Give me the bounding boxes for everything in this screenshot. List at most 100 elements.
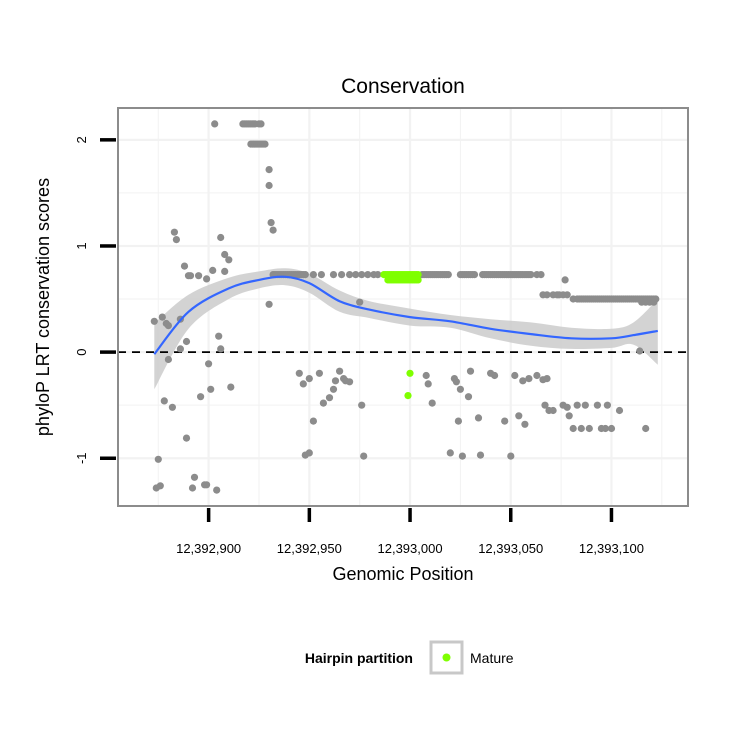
data-point xyxy=(225,256,233,264)
data-point xyxy=(603,401,612,409)
data-point xyxy=(527,271,535,279)
data-point xyxy=(301,271,309,279)
data-point xyxy=(521,420,529,428)
data-point xyxy=(636,347,644,355)
data-point xyxy=(261,140,269,148)
data-point xyxy=(470,271,479,279)
data-point xyxy=(525,375,533,383)
data-point xyxy=(197,393,205,401)
data-point xyxy=(176,345,184,353)
data-point xyxy=(309,271,317,279)
data-point xyxy=(265,181,273,190)
legend-key-mature-dot xyxy=(442,653,451,662)
data-point xyxy=(474,414,483,422)
data-point xyxy=(585,424,593,433)
data-point xyxy=(188,484,197,492)
data-point xyxy=(158,313,166,321)
data-point xyxy=(267,219,275,227)
data-point xyxy=(543,291,551,299)
data-point xyxy=(150,317,158,325)
y-tick-label: 1 xyxy=(74,242,89,249)
data-point xyxy=(466,367,475,375)
mature-point xyxy=(414,276,422,284)
data-point xyxy=(221,267,229,275)
data-point xyxy=(356,298,364,306)
data-point xyxy=(561,276,569,284)
data-point xyxy=(346,271,354,279)
plot-panel xyxy=(117,107,689,507)
data-point xyxy=(549,406,557,415)
data-point xyxy=(593,401,602,409)
x-tick-label: 12,392,950 xyxy=(277,541,342,556)
data-point xyxy=(217,345,225,353)
x-tick-label: 12,393,050 xyxy=(478,541,543,556)
y-tick-label: 0 xyxy=(74,348,89,355)
data-point xyxy=(317,271,325,279)
data-point xyxy=(543,375,551,383)
mature-point xyxy=(404,392,412,400)
x-tick-label: 12,393,000 xyxy=(378,541,443,556)
plot-border xyxy=(117,107,689,507)
data-point xyxy=(170,228,178,236)
data-point xyxy=(573,401,581,409)
data-point xyxy=(615,406,624,415)
data-point xyxy=(444,271,452,279)
data-point xyxy=(515,412,523,420)
data-point xyxy=(360,452,368,460)
data-point xyxy=(154,455,162,463)
data-point xyxy=(507,452,515,460)
y-tick-label: -1 xyxy=(74,452,89,464)
data-point xyxy=(315,369,323,377)
data-point xyxy=(269,226,277,234)
y-axis: -1 0 1 2 xyxy=(74,136,116,464)
data-point xyxy=(569,424,577,433)
data-point xyxy=(424,380,432,388)
data-point xyxy=(533,371,541,380)
data-point xyxy=(221,250,229,259)
legend-title: Hairpin partition xyxy=(305,650,413,666)
data-point xyxy=(164,355,172,364)
data-point xyxy=(565,412,573,420)
data-point xyxy=(182,337,191,346)
data-point xyxy=(305,375,313,383)
data-point xyxy=(329,271,338,279)
data-point xyxy=(581,401,589,409)
data-point xyxy=(329,385,338,393)
data-point xyxy=(456,385,464,393)
data-point xyxy=(215,332,223,340)
data-point xyxy=(537,271,545,279)
data-point xyxy=(601,424,610,433)
data-point xyxy=(501,417,509,425)
legend: Hairpin partition Mature xyxy=(305,640,514,675)
data-point xyxy=(422,371,430,380)
data-point xyxy=(309,417,317,425)
data-point xyxy=(352,271,360,279)
data-point xyxy=(428,399,436,407)
data-point xyxy=(454,417,462,425)
data-point xyxy=(338,271,346,279)
x-axis: 12,392,900 12,392,950 12,393,000 12,393,050… xyxy=(176,508,644,556)
data-point xyxy=(180,262,189,270)
data-point xyxy=(203,275,211,283)
data-point xyxy=(207,385,215,393)
data-point xyxy=(519,377,527,385)
data-point xyxy=(364,271,372,279)
data-point xyxy=(336,367,344,375)
data-point xyxy=(541,401,549,409)
data-point xyxy=(446,449,454,457)
data-point xyxy=(265,166,273,174)
data-point xyxy=(164,322,172,330)
data-point xyxy=(227,383,235,391)
data-point xyxy=(299,380,307,388)
data-point xyxy=(319,399,327,407)
x-tick-label: 12,392,900 xyxy=(176,541,241,556)
y-tick-label: 2 xyxy=(74,136,89,143)
data-point xyxy=(476,451,485,459)
data-point xyxy=(295,369,303,377)
data-point xyxy=(325,394,334,402)
data-point xyxy=(374,271,382,279)
data-point xyxy=(458,452,466,460)
chart-title: Conservation xyxy=(341,75,465,98)
data-point xyxy=(203,481,211,489)
